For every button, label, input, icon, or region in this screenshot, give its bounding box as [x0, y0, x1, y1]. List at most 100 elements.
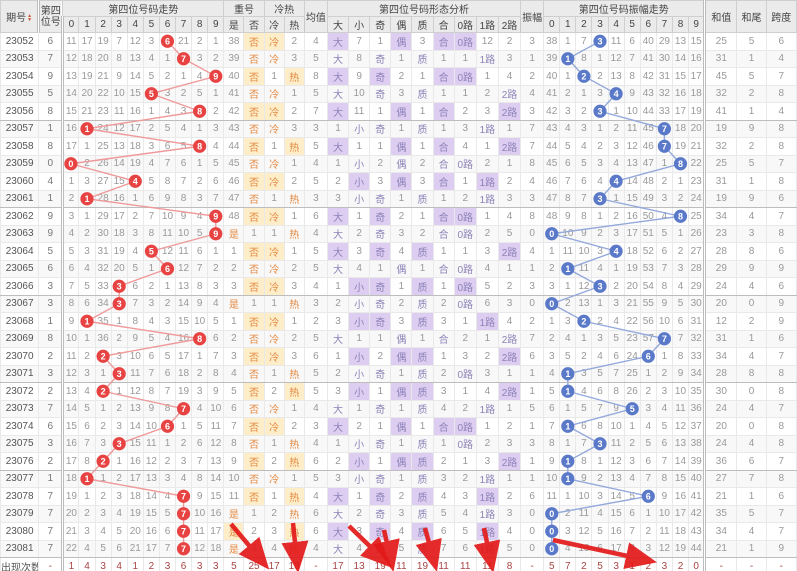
amp-trend-cell: 6 [591, 382, 609, 401]
span-cell: 9 [765, 294, 797, 313]
amp-trend-cell: 2 [575, 347, 593, 366]
pattern-cell: 3 [475, 452, 499, 471]
digit-cell: 4 [38, 172, 64, 191]
amp-trend-cell [607, 242, 625, 261]
pattern-cell: 奇 [369, 312, 392, 331]
pattern-cell: 1路 [475, 539, 499, 558]
pattern-cell: 1 [432, 49, 455, 68]
pattern-cell: 0路 [453, 277, 477, 296]
coldhot-cell: 冷 [263, 399, 285, 418]
trend-cell: 8 [175, 189, 193, 208]
amp-trend-cell: 8 [559, 189, 577, 208]
trend-cell: 4 [94, 522, 112, 541]
trend-cell: 21 [126, 539, 144, 558]
sum-tail-column-header: 和尾 [736, 0, 767, 33]
trend-cell: 19 [110, 242, 128, 261]
pattern-cell: 大 [326, 399, 350, 418]
sum-tail-cell: 0 [736, 382, 767, 401]
coldhot-cell: 1 [263, 137, 285, 156]
coldhot-cell: 1 [263, 364, 285, 383]
sort-icon[interactable]: ▲ ▼ [27, 13, 33, 24]
pattern-cell: 小 [348, 294, 371, 313]
pattern-cell: 0路 [453, 154, 477, 173]
amp-trend-cell: 13 [671, 32, 690, 51]
sum-cell: 34 [703, 522, 738, 541]
trend-cell: 12 [207, 434, 225, 453]
pattern-cell: 大 [326, 539, 350, 558]
trend-cell: 1 [94, 469, 112, 488]
repeat-cell: 1 [223, 242, 245, 261]
period-cell: 23060 [0, 172, 40, 191]
pattern-cell: 大 [326, 67, 350, 86]
pattern-cell: 1 [432, 189, 455, 208]
amp-trend-cell: 2 [543, 259, 561, 278]
trend-cell: 19 [61, 487, 80, 506]
repeat-cell: 1 [243, 504, 265, 523]
amplitude-cell: 3 [520, 32, 545, 51]
amp-trend-cell: 6 [623, 504, 641, 523]
pattern-cell: 质 [411, 242, 434, 261]
pattern-cell: 1 [432, 119, 455, 138]
pattern-cell: 1 [475, 207, 499, 226]
pattern-cell: 质 [411, 382, 434, 401]
repeat-cell: 否 [243, 119, 265, 138]
pattern-cell: 奇 [369, 539, 392, 558]
amplitude-cell: 1 [520, 417, 545, 436]
pattern-cell: 5 [497, 224, 522, 243]
repeat-cell: 9 [223, 452, 245, 471]
span-cell: 4 [765, 49, 797, 68]
amp-trend-cell [671, 154, 690, 173]
amp-trend-cell: 38 [688, 434, 706, 453]
coldhot-cell: 冷 [263, 417, 285, 436]
pattern-cell: 大 [326, 487, 350, 506]
trend-cell: 11 [191, 522, 209, 541]
period-column-header[interactable]: 期号 ▲ ▼ [0, 0, 40, 33]
trend-cell: 6 [158, 522, 177, 541]
period-cell: 23062 [0, 207, 40, 226]
amp-trend-group-header: 第四位号码振幅走势 [543, 0, 706, 17]
trend-cell: 18 [78, 49, 96, 68]
amp-trend-cell: 6 [655, 242, 673, 261]
amp-trend-cell: 1 [655, 347, 673, 366]
pattern-cell: 4 [453, 504, 477, 523]
amplitude-cell: 2 [520, 67, 545, 86]
trend-cell: 17 [126, 469, 144, 488]
amplitude-cell: 3 [520, 102, 545, 121]
sum-tail-cell: 8 [736, 242, 767, 261]
trend-cell: 13 [61, 67, 80, 86]
pattern-cell: 质 [411, 277, 434, 296]
span-cell: 7 [765, 504, 797, 523]
mean-cell: 5 [303, 137, 328, 156]
amp-trend-cell: 1 [607, 259, 625, 278]
amp-trend-cell: 3 [591, 84, 609, 103]
pattern-cell: 大 [326, 32, 350, 51]
trend-cell: 29 [94, 207, 112, 226]
trend-cell [207, 67, 225, 86]
coldhot-cell: 1 [263, 67, 285, 86]
pattern-cell: 1 [326, 434, 350, 453]
pattern-cell: 合 [432, 102, 455, 121]
amp-trend-cell: 2 [623, 434, 641, 453]
mean-cell: 3 [303, 119, 328, 138]
repeat-cell: 41 [223, 84, 245, 103]
pattern-cell: 6 [475, 294, 499, 313]
pattern-cell: 2 [475, 347, 499, 366]
repeat-cell: 否 [243, 347, 265, 366]
amp-trend-cell: 1 [607, 102, 625, 121]
trend-cell: 5 [158, 504, 177, 523]
amp-trend-cell: 3 [639, 399, 657, 418]
trend-cell: 2 [142, 277, 160, 296]
amp-trend-cell [559, 452, 577, 471]
amp-trend-cell: 7 [543, 417, 561, 436]
pattern-cell: 1 [369, 452, 392, 471]
trend-cell: 12 [61, 49, 80, 68]
trend-cell: 6 [61, 259, 80, 278]
amp-trend-cell: 11 [559, 242, 577, 261]
amp-trend-cell: 10 [655, 504, 673, 523]
trend-cell: 1 [78, 207, 96, 226]
amp-trend-cell [639, 347, 657, 366]
amp-trend-cell: 10 [559, 224, 577, 243]
pattern-cell: 11 [432, 557, 455, 571]
pattern-subheader: 质 [411, 16, 434, 33]
